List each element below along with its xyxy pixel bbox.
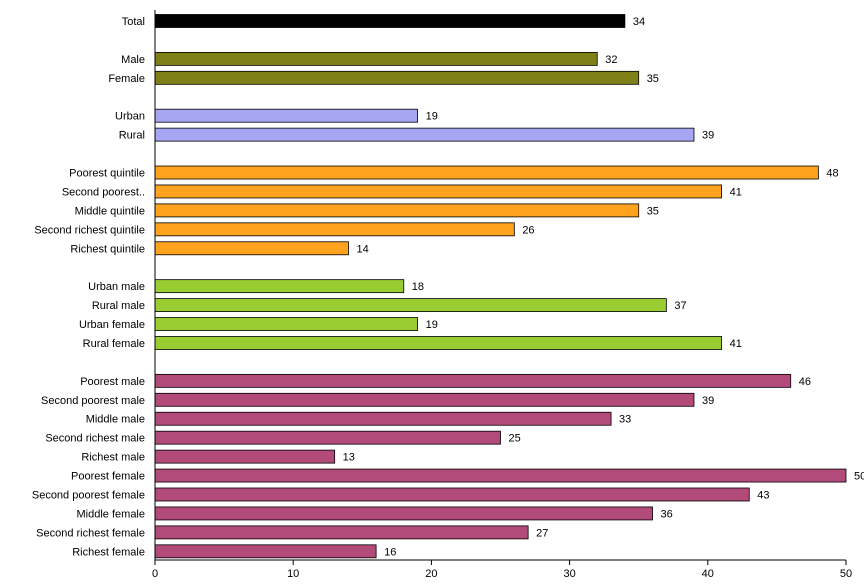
bar-second-poorest xyxy=(154,184,723,199)
x-axis: 0 10 20 30 40 50 xyxy=(152,10,852,580)
x-tick-label-30: 30 xyxy=(563,568,575,580)
data-label-rural: 39 xyxy=(702,130,714,142)
bar-second-richest-male xyxy=(154,430,501,445)
category-label-second-richest-male: Second richest male xyxy=(45,433,145,445)
category-label-poorest-quintile: Poorest quintile xyxy=(69,168,145,180)
category-label-urban-male: Urban male xyxy=(88,281,145,293)
category-label-middle-male: Middle male xyxy=(86,414,145,426)
bar-poorest-female xyxy=(154,468,847,483)
bar-urban-female xyxy=(154,317,418,331)
category-label-richest-female: Richest female xyxy=(72,546,145,558)
category-label-male: Male xyxy=(121,54,145,66)
category-label-richest-quintile: Richest quintile xyxy=(70,243,145,255)
bar-richest-female xyxy=(154,544,377,559)
data-label-second-richest-quintile: 26 xyxy=(522,224,534,236)
bar-rural-female xyxy=(154,336,723,350)
category-label-second-poorest: Second poorest.. xyxy=(62,186,145,198)
bar-rural-male xyxy=(154,298,667,313)
x-tick-label-40: 40 xyxy=(702,568,714,580)
data-label-urban-male: 18 xyxy=(412,281,424,293)
data-label-urban-female: 19 xyxy=(426,319,438,331)
bar-female xyxy=(154,70,640,85)
bar-richest-quintile xyxy=(154,241,349,256)
data-label-total: 34 xyxy=(633,16,645,28)
category-label-second-poorest-female: Second poorest female xyxy=(32,490,145,502)
x-tick-label-10: 10 xyxy=(287,568,299,580)
bar-middle-female xyxy=(154,506,653,521)
data-label-richest-female: 16 xyxy=(384,546,396,558)
data-label-male: 32 xyxy=(605,54,617,66)
bar-second-richest-quintile xyxy=(154,222,515,237)
data-label-rural-male: 37 xyxy=(674,300,686,312)
data-label-middle-quintile: 35 xyxy=(647,205,659,217)
category-label-total: Total xyxy=(122,16,145,28)
bar-male xyxy=(154,51,598,66)
x-tick-label-20: 20 xyxy=(425,568,437,580)
category-label-richest-male: Richest male xyxy=(81,452,145,464)
x-tick-label-0: 0 xyxy=(152,568,158,580)
bar-poorest-male xyxy=(154,373,792,388)
bar-middle-male xyxy=(154,411,612,426)
category-label-middle-female: Middle female xyxy=(77,508,145,520)
data-label-richest-male: 13 xyxy=(343,452,355,464)
data-label-female: 35 xyxy=(647,73,659,85)
category-label-poorest-male: Poorest male xyxy=(80,376,145,388)
data-label-second-poorest-male: 39 xyxy=(702,395,714,407)
category-label-urban: Urban xyxy=(115,111,145,123)
bar-urban xyxy=(154,108,418,123)
category-label-middle-quintile: Middle quintile xyxy=(75,205,145,217)
category-label-female: Female xyxy=(108,73,145,85)
category-label-second-richest-quintile: Second richest quintile xyxy=(34,224,145,236)
data-label-urban: 19 xyxy=(426,111,438,123)
category-label-rural: Rural xyxy=(119,130,145,142)
bar-urban-male xyxy=(154,279,405,294)
data-label-middle-male: 33 xyxy=(619,414,631,426)
bar-middle-quintile xyxy=(154,203,640,218)
data-label-second-poorest-female: 43 xyxy=(757,490,769,502)
category-label-second-richest-female: Second richest female xyxy=(36,527,145,539)
bar-second-poorest-male xyxy=(154,392,695,407)
data-label-second-richest-male: 25 xyxy=(509,433,521,445)
bar-rural xyxy=(154,127,695,142)
category-label-second-poorest-male: Second poorest male xyxy=(41,395,145,407)
data-label-poorest-female: 50 xyxy=(854,471,864,483)
data-label-second-poorest: 41 xyxy=(730,186,742,198)
bar-poorest-quintile xyxy=(154,165,819,180)
bar-second-poorest-female xyxy=(154,487,750,502)
bar-second-richest-female xyxy=(154,525,529,540)
category-label-urban-female: Urban female xyxy=(79,319,145,331)
data-label-second-richest-female: 27 xyxy=(536,527,548,539)
data-label-poorest-quintile: 48 xyxy=(826,168,838,180)
data-label-richest-quintile: 14 xyxy=(356,243,368,255)
bar-total xyxy=(154,14,626,28)
data-label-rural-female: 41 xyxy=(730,338,742,350)
bars-layer: Total 34 Male 32 Female 35 Urban 19 Rural 39 Poore… xyxy=(32,14,864,559)
data-label-middle-female: 36 xyxy=(661,508,673,520)
category-label-rural-female: Rural female xyxy=(83,338,145,350)
category-label-rural-male: Rural male xyxy=(92,300,145,312)
category-label-poorest-female: Poorest female xyxy=(71,471,145,483)
bar-richest-male xyxy=(154,449,336,464)
x-tick-label-50: 50 xyxy=(840,568,852,580)
data-label-poorest-male: 46 xyxy=(799,376,811,388)
